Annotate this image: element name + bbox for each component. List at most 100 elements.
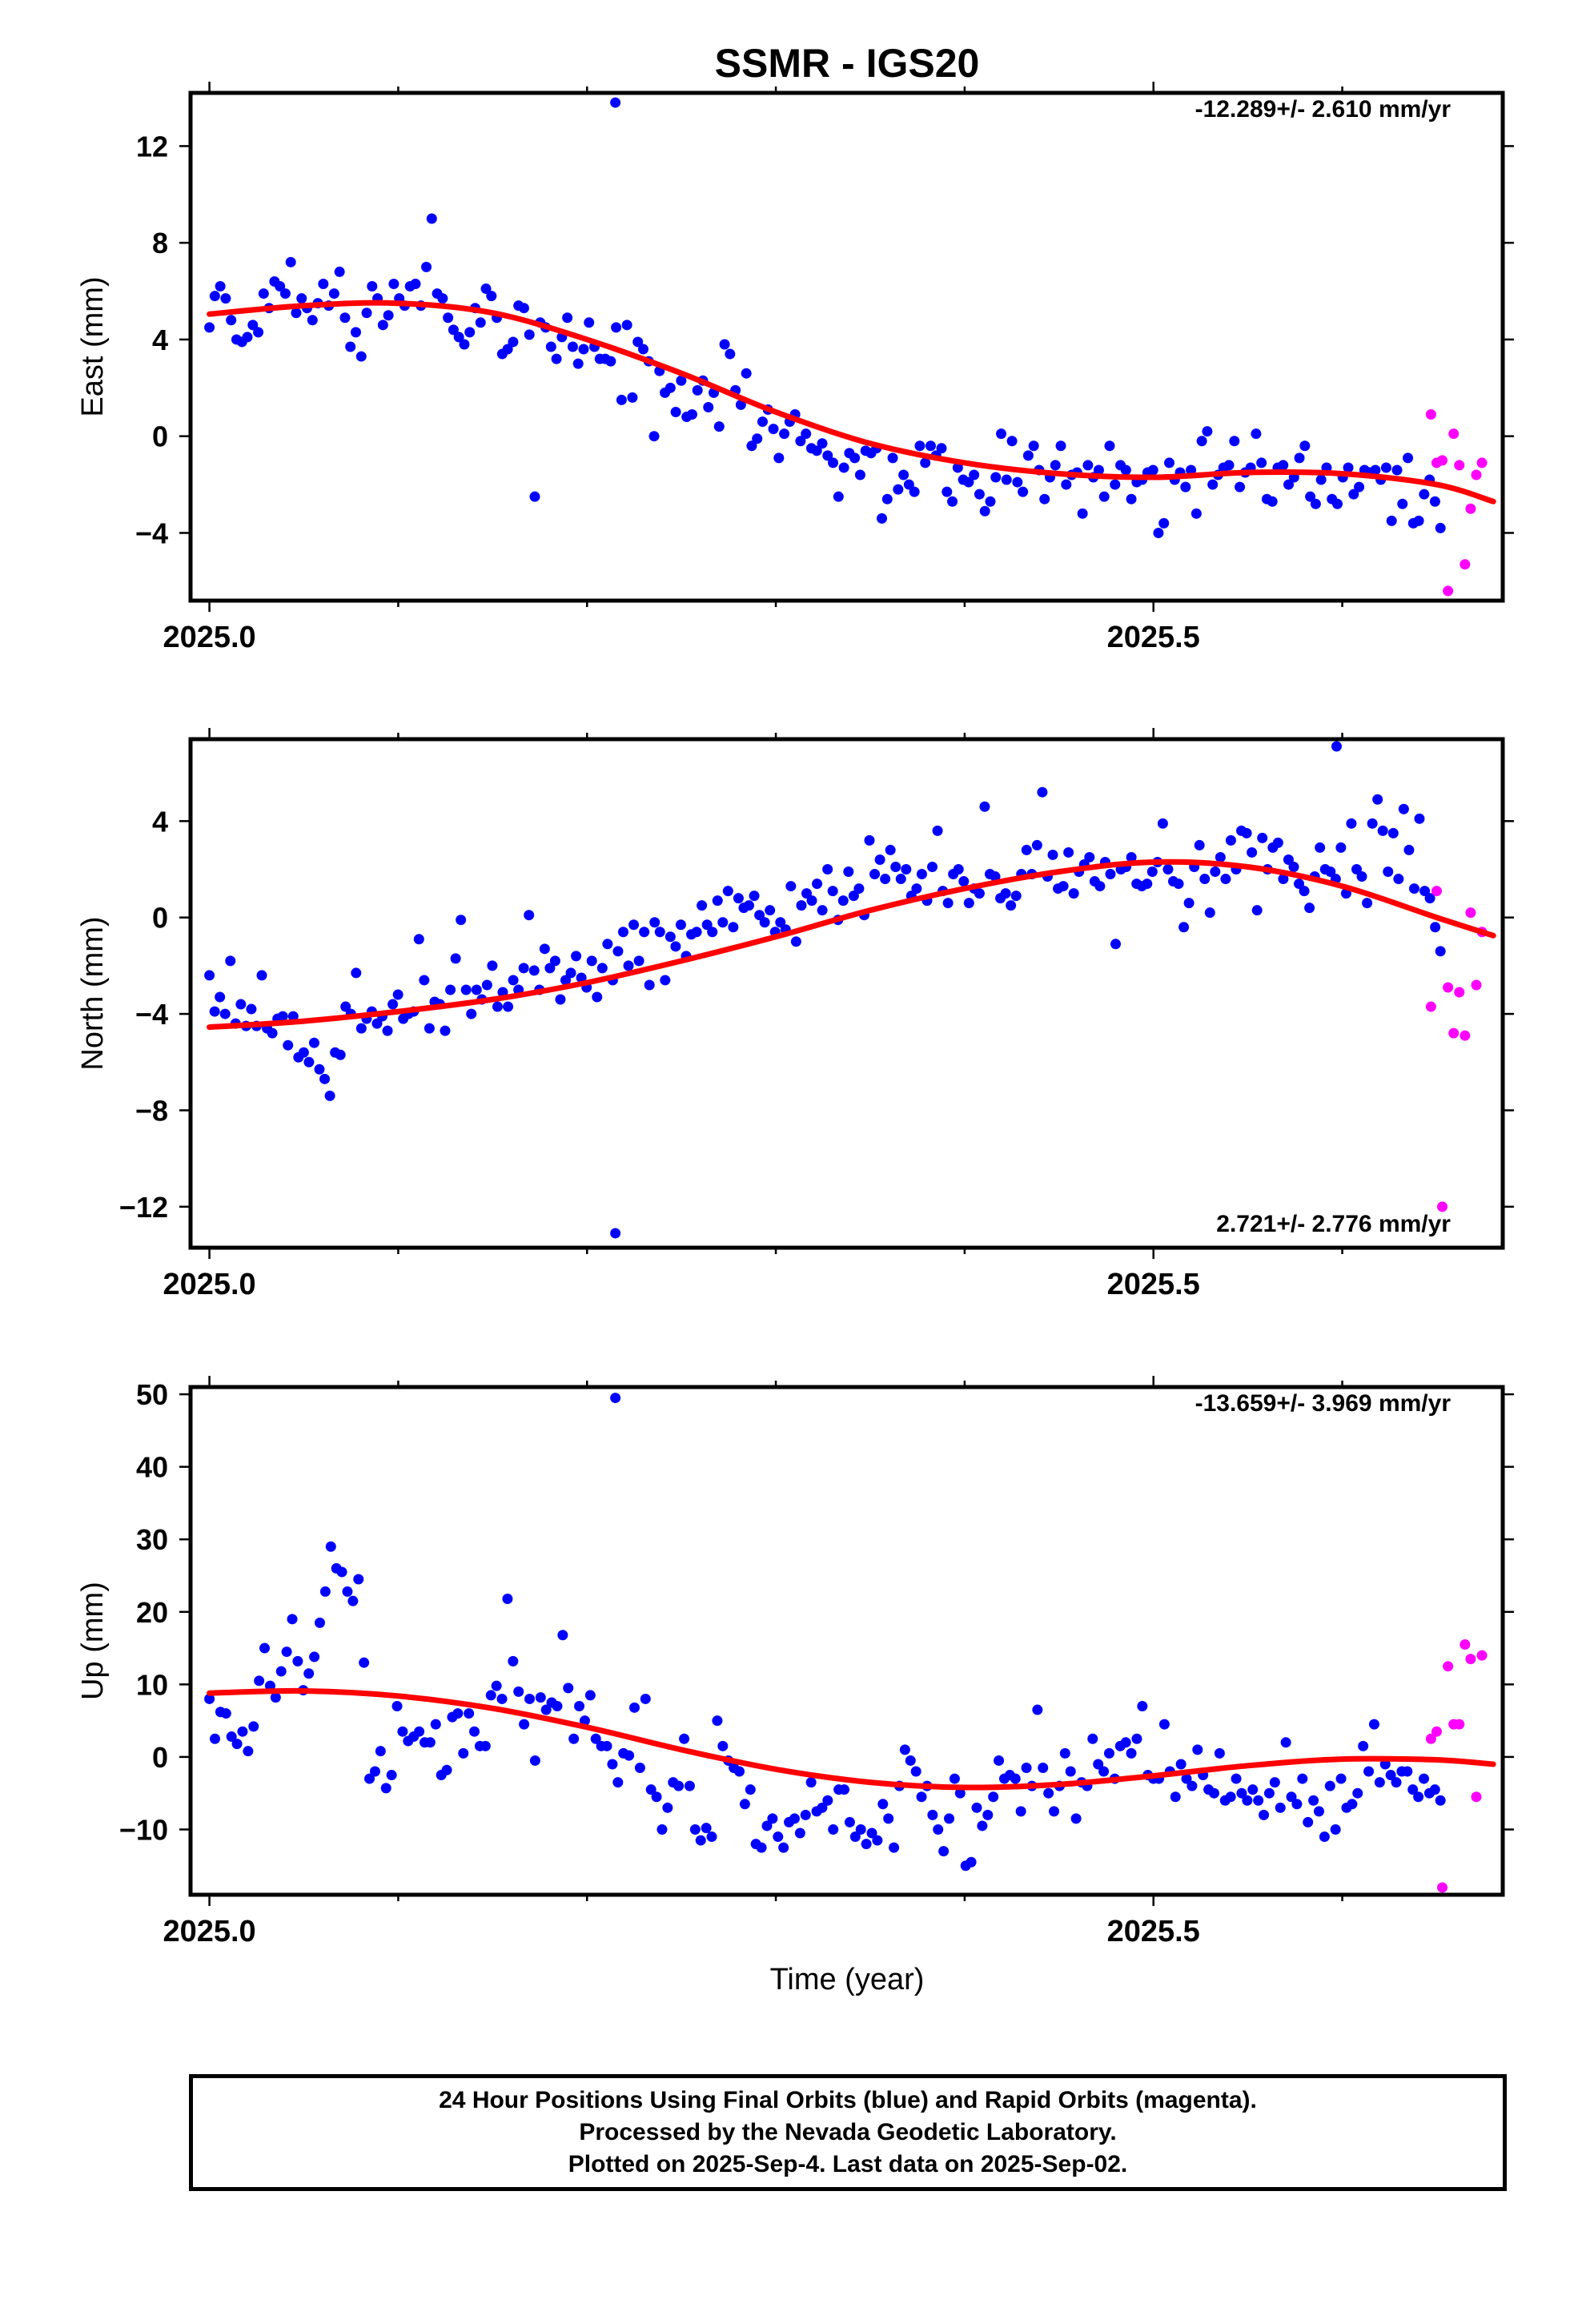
up-final-point <box>496 1693 508 1704</box>
north-final-point <box>602 939 613 950</box>
east-final-point <box>1104 440 1115 452</box>
up-final-point <box>1259 1809 1270 1820</box>
north-final-point <box>287 1011 299 1022</box>
north-final-point <box>1372 794 1383 805</box>
north-final-point <box>697 900 708 911</box>
north-y-tick-label: 0 <box>152 902 168 935</box>
north-final-point <box>340 1001 351 1012</box>
north-final-point <box>1393 874 1404 885</box>
up-final-point <box>391 1701 403 1712</box>
north-final-point <box>215 991 226 1003</box>
east-rapid-point <box>1448 428 1460 440</box>
north-y-tick-label: −4 <box>135 998 168 1031</box>
up-final-point <box>508 1655 519 1667</box>
east-x-tick-label: 2025.0 <box>163 621 255 654</box>
up-final-point <box>778 1842 789 1853</box>
up-final-point <box>1275 1802 1286 1813</box>
east-final-point <box>377 320 388 331</box>
north-rate-label: 2.721+/- 2.776 mm/yr <box>1216 1211 1451 1237</box>
north-final-point <box>1146 866 1158 878</box>
east-final-point <box>1018 486 1029 497</box>
north-final-point <box>691 927 702 938</box>
up-y-tick-label: 20 <box>136 1596 168 1629</box>
east-y-tick-label: 8 <box>152 227 168 259</box>
east-final-point <box>752 433 763 444</box>
up-final-point <box>1175 1759 1186 1770</box>
up-final-point <box>1192 1744 1203 1755</box>
east-final-point <box>1202 426 1213 437</box>
north-final-point <box>1194 839 1205 850</box>
north-final-point <box>1414 813 1425 824</box>
east-final-point <box>817 438 828 449</box>
up-final-point <box>1049 1806 1060 1817</box>
up-final-point <box>1070 1813 1082 1824</box>
up-final-point <box>794 1827 805 1839</box>
up-final-point <box>883 1813 894 1824</box>
east-final-point <box>1419 489 1430 500</box>
up-y-tick-label: 50 <box>136 1378 168 1411</box>
up-final-point <box>590 1733 601 1744</box>
up-rapid-point <box>1425 1733 1436 1744</box>
up-final-point <box>309 1651 320 1663</box>
north-final-point-outlier <box>610 1228 621 1239</box>
north-final-point <box>796 900 807 911</box>
up-final-point <box>855 1823 866 1835</box>
up-final-point <box>1021 1763 1032 1773</box>
up-final-point <box>927 1809 938 1820</box>
north-panel: 2025.0 2025.5 −12 −8 −4 0 4 North (mm) 2.721+/- … <box>76 728 1514 1301</box>
up-final-point <box>231 1739 243 1750</box>
up-final-point <box>1120 1737 1131 1748</box>
east-final-point <box>877 513 888 524</box>
up-y-tick-label: 30 <box>136 1523 168 1556</box>
east-panel: 2025.0 2025.5 −4 0 4 8 12 East (mm) -12.289+/- 2… <box>76 82 1514 654</box>
east-final-point <box>670 407 681 418</box>
east-final-point <box>291 308 302 319</box>
east-final-point <box>1348 489 1359 500</box>
east-final-point <box>1061 479 1072 490</box>
east-rapid-point <box>1437 455 1448 466</box>
up-final-point <box>1158 1719 1170 1730</box>
east-final-point <box>475 317 486 328</box>
east-final-point <box>1429 496 1440 507</box>
up-final-point <box>849 1831 861 1843</box>
north-final-point <box>209 1006 220 1017</box>
north-y-tick-label: −8 <box>135 1094 168 1127</box>
up-final-point <box>491 1680 502 1691</box>
north-final-point <box>911 883 922 895</box>
north-final-point <box>744 900 755 911</box>
east-final-point <box>985 496 996 507</box>
north-final-point <box>1283 854 1294 865</box>
up-final-point <box>1391 1777 1402 1788</box>
up-final-point <box>640 1693 651 1704</box>
up-plot-frame <box>188 1385 1505 1897</box>
north-final-point <box>508 975 519 986</box>
up-final-point <box>933 1823 944 1835</box>
north-final-point <box>492 1001 503 1012</box>
east-final-point <box>719 339 730 350</box>
east-final-point <box>969 469 980 480</box>
east-final-point <box>486 291 497 302</box>
up-final-point <box>634 1763 645 1773</box>
north-final-point <box>670 941 681 952</box>
up-final-point <box>292 1655 303 1667</box>
north-final-point <box>885 844 896 855</box>
up-final-point <box>789 1813 800 1824</box>
north-final-point <box>450 953 461 964</box>
up-final-point <box>540 1704 552 1715</box>
up-final-point-outlier <box>610 1393 621 1404</box>
up-final-point <box>889 1842 900 1853</box>
footer-line-1: 24 Hour Positions Using Final Orbits (bl… <box>439 2087 1257 2113</box>
east-final-point <box>952 462 963 473</box>
up-final-point <box>1286 1791 1297 1803</box>
up-final-point <box>275 1666 287 1677</box>
up-final-point <box>800 1809 811 1820</box>
north-final-point <box>1105 869 1116 880</box>
up-final-point <box>1291 1799 1303 1810</box>
north-final-point <box>1251 905 1263 916</box>
east-final-point <box>1370 464 1381 476</box>
up-final-point <box>1379 1759 1391 1770</box>
north-final-point <box>308 1037 319 1048</box>
north-final-point <box>728 922 739 933</box>
east-final-point <box>204 322 215 333</box>
up-final-point <box>839 1784 850 1795</box>
